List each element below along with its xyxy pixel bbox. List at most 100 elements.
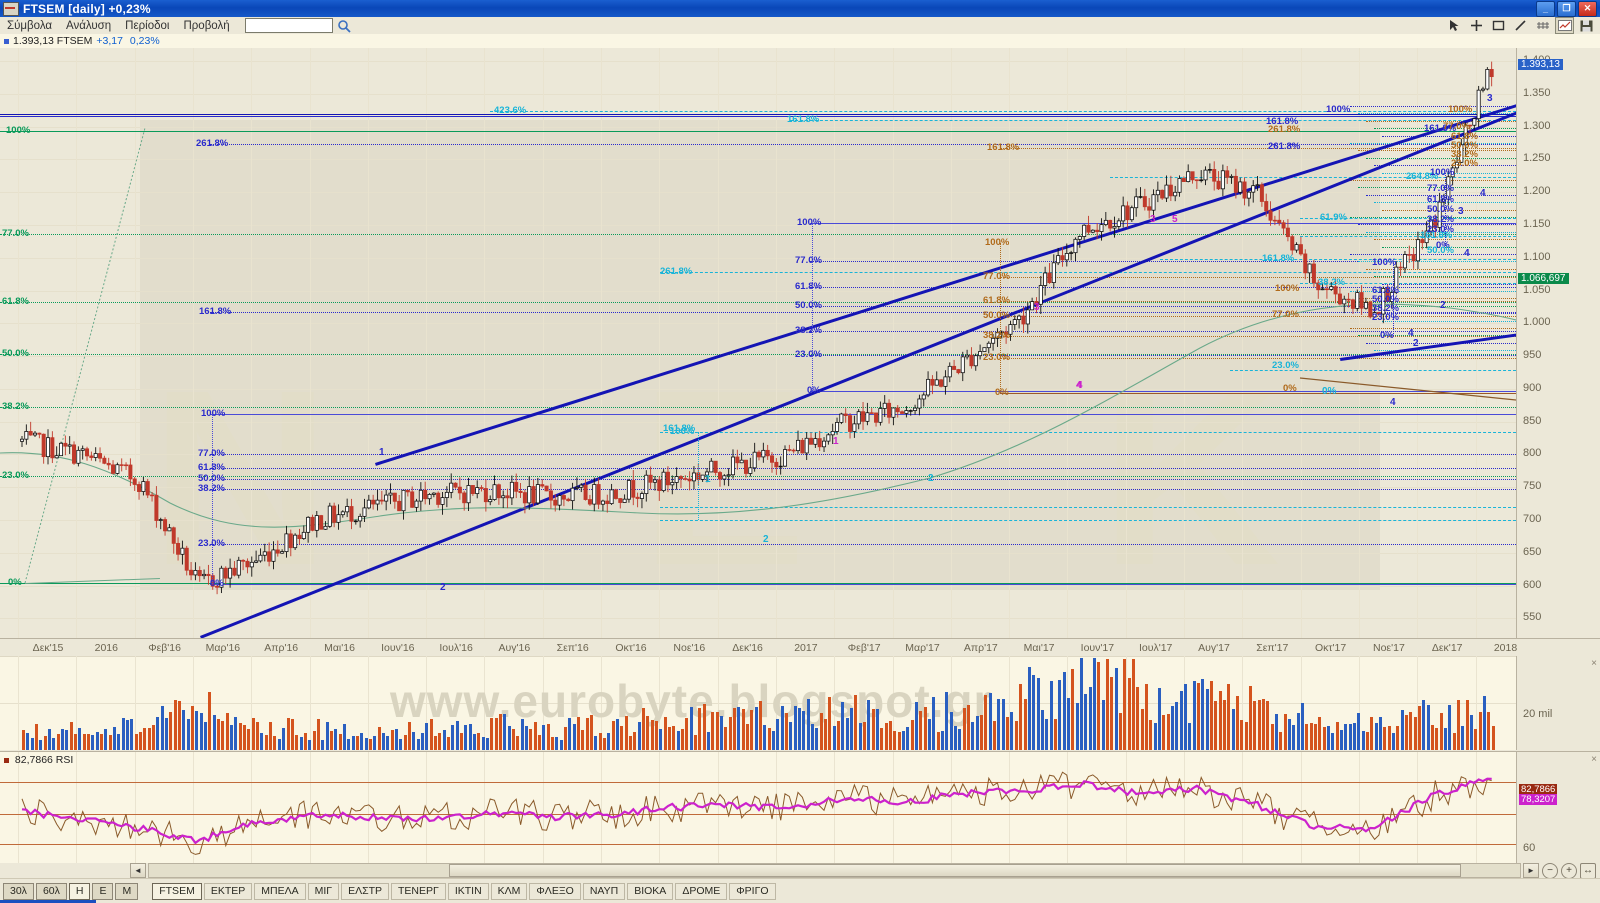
- fib-label-cyan: 100%: [670, 426, 695, 437]
- wave-label: 5: [1172, 214, 1178, 225]
- volume-bar: [615, 719, 619, 750]
- price-axis[interactable]: 1.4001.3501.3001.2501.2001.1501.1001.050…: [1516, 48, 1600, 638]
- symbol-tab-ΜΙΓ[interactable]: ΜΙΓ: [307, 882, 340, 900]
- volume-bar: [273, 735, 277, 750]
- rsi-pane-close-icon[interactable]: ×: [1591, 754, 1597, 765]
- volume-bar: [1357, 713, 1361, 750]
- fib-level-line: [1358, 187, 1516, 189]
- cursor-icon[interactable]: [1445, 17, 1464, 34]
- symbol-tab-ΦΡΙΓΟ[interactable]: ΦΡΙΓΟ: [729, 882, 776, 900]
- fit-button[interactable]: ↔: [1580, 862, 1596, 879]
- volume-bar: [876, 708, 880, 750]
- volume-bar: [971, 722, 975, 750]
- volume-bar: [195, 711, 199, 750]
- scroll-left-button[interactable]: ◄: [130, 863, 146, 878]
- rectangle-icon[interactable]: [1489, 17, 1508, 34]
- volume-bar: [1010, 711, 1014, 750]
- symbol-tab-ΒΙΟΚΑ[interactable]: ΒΙΟΚΑ: [627, 882, 674, 900]
- time-gridline: [1358, 48, 1360, 638]
- zoom-in-button[interactable]: +: [1561, 862, 1577, 879]
- search-input[interactable]: [244, 18, 333, 33]
- symbol-tab-ΤΕΝΕΡΓ[interactable]: ΤΕΝΕΡΓ: [391, 882, 446, 900]
- period-tab-Ε[interactable]: Ε: [92, 882, 114, 900]
- close-button[interactable]: ✕: [1578, 0, 1597, 17]
- symbol-tab-ΝΑΥΠ[interactable]: ΝΑΥΠ: [582, 882, 626, 900]
- date-axis-label: Φεβ'17: [847, 642, 881, 654]
- chart-icon[interactable]: [1555, 17, 1574, 34]
- zoom-out-button[interactable]: −: [1542, 862, 1558, 879]
- symbol-tab-FTSEM[interactable]: FTSEM: [152, 882, 202, 900]
- volume-bar: [1331, 733, 1335, 750]
- volume-bar: [871, 708, 875, 750]
- grid-icon[interactable]: [1533, 17, 1552, 34]
- wave-label: 3: [1458, 206, 1464, 217]
- volume-bar: [1179, 691, 1183, 750]
- fib-label-cluster: 38.2%: [1372, 303, 1399, 314]
- volume-bar: [529, 729, 533, 750]
- symbol-tab-ΕΛΣΤΡ[interactable]: ΕΛΣΤΡ: [341, 882, 390, 900]
- fib-level-line: [1366, 342, 1516, 344]
- menu-symbols[interactable]: Σύμβολα: [7, 19, 53, 32]
- minimize-button[interactable]: _: [1536, 0, 1555, 17]
- volume-bar: [342, 723, 346, 750]
- symbol-tab-ΜΠΕΛΑ[interactable]: ΜΠΕΛΑ: [254, 882, 306, 900]
- horizontal-scrollbar[interactable]: ◄ ► − + ↔: [0, 862, 1600, 879]
- volume-bar: [303, 733, 307, 750]
- fib-level-line: [790, 120, 1516, 121]
- volume-bar: [832, 725, 836, 750]
- date-axis-label: Δεκ'15: [32, 642, 64, 654]
- volume-bar: [1457, 699, 1460, 750]
- candlestick-series[interactable]: [0, 48, 1516, 638]
- symbol-tab-ΦΛΕΞΟ[interactable]: ΦΛΕΞΟ: [529, 882, 581, 900]
- menu-analysis[interactable]: Ανάλυση: [66, 19, 112, 32]
- rsi-gridline: [76, 752, 78, 864]
- volume-gridline: [134, 656, 136, 750]
- fib-level-line: [210, 584, 1516, 585]
- symbol-tab-ΚΛΜ[interactable]: ΚΛΜ: [490, 882, 528, 900]
- volume-bar: [87, 733, 90, 750]
- period-tab-Μ[interactable]: Μ: [115, 882, 139, 900]
- symbol-tab-ΔΡΟΜΕ[interactable]: ΔΡΟΜΕ: [675, 882, 728, 900]
- maximize-button[interactable]: ❐: [1557, 0, 1576, 17]
- volume-bar: [1292, 724, 1296, 750]
- crosshair-icon[interactable]: [1467, 17, 1486, 34]
- fib-anchor-line: [812, 223, 813, 391]
- fib-level-line: [1366, 305, 1516, 307]
- fib-level-line: [1374, 313, 1516, 315]
- rsi-axis[interactable]: × 60 82,7866 78,3207: [1516, 751, 1600, 864]
- fib-level-line: [810, 355, 1516, 356]
- volume-bar: [824, 718, 827, 750]
- volume-bar: [459, 732, 463, 750]
- price-chart-pane[interactable]: N E K 100% 77.0% 61.8% 50.0% 38.2% 23.0% 0% 261.8%…: [0, 48, 1600, 638]
- menu-periods[interactable]: Περίοδοι: [125, 19, 170, 32]
- volume-bar: [360, 732, 364, 750]
- scroll-right-button[interactable]: ►: [1523, 863, 1539, 878]
- scroll-track[interactable]: [148, 863, 1521, 878]
- scroll-thumb[interactable]: [449, 864, 1461, 877]
- volume-bar: [334, 728, 338, 750]
- volume-axis[interactable]: 20 mil ×: [1516, 656, 1600, 750]
- symbol-tab-ΕΚΤΕΡ[interactable]: ΕΚΤΕΡ: [203, 882, 253, 900]
- time-gridline: [134, 48, 136, 638]
- fib-level-line: [1366, 157, 1516, 159]
- period-tab-Η[interactable]: Η: [68, 882, 91, 900]
- trendline-icon[interactable]: [1511, 17, 1530, 34]
- time-gridline: [76, 48, 78, 638]
- fib-level-line: [1358, 261, 1516, 263]
- search-area: [244, 18, 352, 33]
- volume-pane-close-icon[interactable]: ×: [1591, 658, 1597, 669]
- symbol-tab-ΙΚΤΙΝ[interactable]: ΙΚΤΙΝ: [447, 882, 489, 900]
- volume-bar: [793, 705, 797, 750]
- volume-bar: [1418, 706, 1421, 750]
- period-tab-60λ[interactable]: 60λ: [35, 882, 67, 900]
- volume-pane[interactable]: www.eurobyte.blogspot.gr: [0, 656, 1516, 750]
- volume-bar: [1478, 712, 1482, 750]
- volume-bar: [290, 718, 294, 750]
- period-tab-30λ[interactable]: 30λ: [3, 882, 34, 900]
- rsi-pane[interactable]: 82,7866 RSI: [0, 751, 1516, 864]
- menu-view[interactable]: Προβολή: [183, 19, 230, 32]
- search-icon[interactable]: [337, 19, 352, 33]
- date-axis[interactable]: Δεκ'15 2016 Φεβ'16 Μαρ'16 Απρ'16 Μαι'16 Ιουν'1…: [0, 638, 1600, 658]
- fib-level-line: [1358, 150, 1516, 152]
- save-icon[interactable]: [1577, 17, 1596, 34]
